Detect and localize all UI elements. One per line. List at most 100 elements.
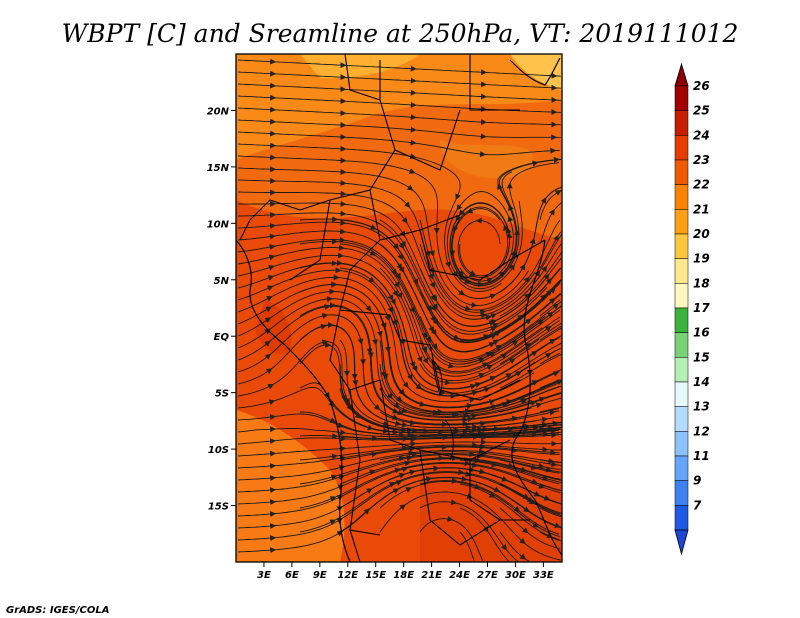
streamline	[499, 293, 562, 341]
streamline	[379, 410, 560, 426]
streamline	[237, 167, 529, 306]
colorbar-swatch	[674, 85, 689, 111]
streamline	[379, 339, 560, 414]
lat-tick-label: 15N	[207, 163, 230, 174]
lat-tick-label: 20N	[207, 106, 230, 117]
streamline	[339, 291, 561, 413]
streamline	[237, 179, 536, 313]
colorbar-swatch	[674, 159, 689, 185]
streamline	[237, 449, 562, 481]
streamline	[459, 429, 560, 437]
lon-tick-label: 9E	[313, 570, 327, 581]
lat-tick-label: 5S	[215, 389, 229, 400]
streamline	[539, 267, 562, 293]
wbpt-region-southwest	[236, 410, 345, 562]
colorbar-swatch	[674, 406, 689, 432]
colorbar-swatch	[674, 283, 689, 309]
lon-tick-label: 27E	[477, 570, 498, 581]
streamline	[499, 252, 562, 317]
streamline	[539, 299, 561, 317]
streamline	[237, 83, 561, 101]
colorbar-swatch	[674, 480, 689, 506]
streamline	[299, 453, 561, 485]
lon-tick-label: 15E	[365, 570, 386, 581]
colorbar-swatch	[674, 381, 689, 407]
grads-credit: GrADS: IGES/COLA	[6, 605, 109, 616]
colorbar-label: 24	[693, 128, 710, 142]
colorbar-label: 21	[693, 202, 710, 216]
streamlines	[237, 58, 562, 562]
coastline-east	[511, 239, 562, 556]
streamline	[237, 441, 561, 457]
colorbar-swatch	[674, 258, 689, 284]
colorbar-swatch	[674, 357, 689, 383]
coastline-red-sea	[509, 57, 561, 86]
colorbar: 26 25 24 23 22 21 20 19 18 17 16 15 14 13 12 11 9 7	[674, 62, 710, 556]
streamline	[237, 143, 502, 292]
lat-tick-label: 15S	[208, 502, 229, 513]
colorbar-label: 17	[693, 301, 710, 315]
lon-tick-label: 18E	[393, 570, 414, 581]
streamline	[339, 476, 562, 533]
streamline	[237, 254, 540, 382]
longitude-axis: 3E 6E 9E 12E 15E 18E 21E 24E 27E 30E 33E	[257, 562, 554, 581]
streamline	[237, 131, 560, 156]
colorbar-swatch	[674, 505, 689, 531]
colorbar-label: 25	[693, 104, 710, 118]
streamline	[237, 434, 561, 445]
lat-tick-label: 5N	[214, 276, 230, 287]
great-lakes	[431, 358, 454, 461]
colorbar-label: 15	[693, 350, 710, 364]
streamline	[299, 461, 560, 509]
streamline	[451, 171, 518, 285]
colorbar-swatch	[674, 307, 689, 333]
streamline	[300, 411, 562, 436]
streamline	[539, 406, 562, 413]
wbpt-region-northeast-warm	[510, 54, 562, 90]
streamline	[237, 445, 560, 469]
lon-tick-label: 30E	[505, 570, 526, 581]
streamline	[237, 71, 561, 89]
colorbar-label: 7	[693, 498, 702, 512]
streamline	[539, 325, 562, 341]
map-title: WBPT [C] and Sreamline at 250hPa, VT: 20…	[62, 19, 739, 48]
colorbar-label: 16	[693, 326, 710, 340]
streamline	[459, 305, 562, 365]
streamline	[299, 471, 562, 533]
lon-tick-label: 3E	[257, 570, 271, 581]
colorbar-label: 26	[693, 79, 710, 93]
streamline	[451, 158, 561, 285]
streamline	[459, 459, 560, 485]
colorbar-top-arrow	[674, 62, 689, 87]
lon-tick-label: 6E	[285, 570, 299, 581]
streamline	[237, 298, 532, 417]
colorbar-label: 23	[693, 153, 710, 167]
lon-tick-label: 33E	[533, 570, 554, 581]
streamline	[499, 431, 561, 437]
colorbar-swatch	[674, 209, 689, 235]
streamline	[379, 267, 561, 377]
lon-tick-label: 24E	[449, 570, 470, 581]
colorbar-swatch	[674, 184, 689, 210]
colorbar-bottom-arrow	[674, 529, 689, 556]
colorbar-label: 22	[693, 178, 710, 192]
streamline	[379, 219, 561, 332]
streamline	[459, 243, 562, 320]
latitude-axis: 20N 15N 10N 5N EQ 5S 10S 15S	[207, 106, 236, 513]
streamline	[539, 434, 560, 437]
colorbar-label: 20	[693, 227, 710, 241]
streamline	[419, 327, 562, 384]
colorbar-label: 19	[693, 252, 710, 266]
streamline	[539, 507, 561, 518]
wbpt-region-southeast	[420, 460, 562, 562]
streamline	[449, 162, 560, 287]
colorbar-swatch	[674, 110, 689, 136]
lat-tick-label: EQ	[214, 332, 230, 343]
streamline	[339, 467, 562, 509]
streamline	[237, 107, 561, 126]
streamline	[446, 191, 523, 290]
colorbar-label: 14	[693, 375, 710, 389]
colorbar-swatch	[674, 135, 689, 161]
streamline	[539, 201, 562, 245]
